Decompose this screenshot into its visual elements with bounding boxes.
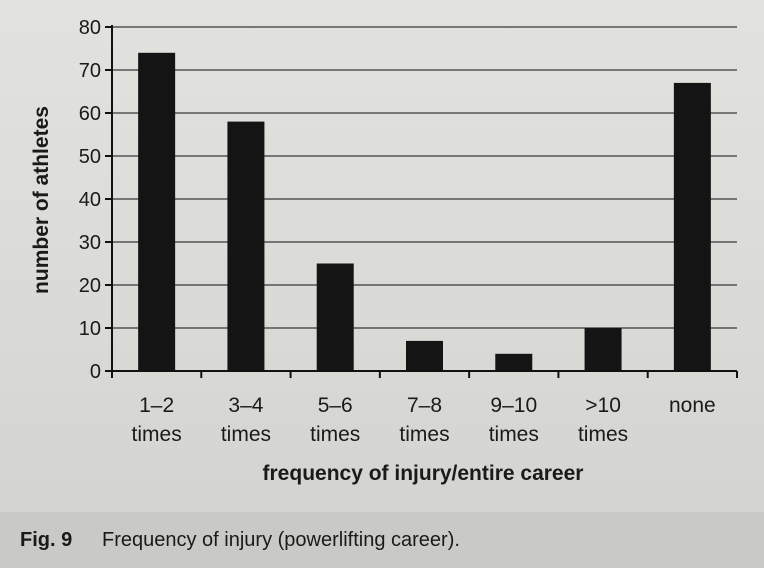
y-tick-label: 80 <box>79 17 101 39</box>
x-tick-label: 7–8 times <box>399 394 449 446</box>
y-tick-label: 10 <box>79 318 101 340</box>
bar <box>495 353 533 371</box>
y-tick-label: 40 <box>79 189 101 211</box>
x-axis-label: frequency of injury/entire career <box>263 462 584 485</box>
x-tick-label-line: times <box>221 423 271 446</box>
gridlines <box>112 26 737 329</box>
x-tick-label-line: times <box>132 423 182 446</box>
bar <box>406 340 443 371</box>
y-tick-label: 30 <box>79 232 101 254</box>
y-tick-label: 50 <box>79 146 101 168</box>
x-tick-label-line: times <box>489 423 539 446</box>
bars <box>138 52 711 372</box>
y-tick-label: 70 <box>79 60 101 82</box>
x-tick-label: 3–4 times <box>221 394 271 446</box>
figure-label: Fig. 9 <box>20 528 73 551</box>
x-tick-label-line: times <box>399 423 449 446</box>
bar <box>673 82 711 372</box>
x-tick-label: 5–6 times <box>310 394 360 446</box>
bar-chart: 0 10 20 30 40 50 60 70 80 1–2 times 3–4 times 5–6 tim… <box>30 17 738 485</box>
axes <box>105 25 738 378</box>
x-tick-label-line: 7–8 <box>407 394 442 417</box>
bar <box>138 52 176 372</box>
figure-caption-text: Frequency of injury (powerlifting career… <box>102 528 460 551</box>
y-tick-label: 0 <box>90 361 101 383</box>
x-tick-label-line: >10 <box>585 394 621 417</box>
x-tick-label-line: times <box>310 423 360 446</box>
y-axis-label: number of athletes <box>30 106 53 294</box>
x-tick-label: 9–10 times <box>489 394 539 446</box>
x-tick-label-line: times <box>578 423 628 446</box>
x-tick-label-line: 9–10 <box>490 394 537 417</box>
bar <box>584 328 622 371</box>
x-tick-label-line: 1–2 <box>139 394 174 417</box>
y-tick-label: 20 <box>79 275 101 297</box>
x-tick-labels: 1–2 times 3–4 times 5–6 times 7–8 times 9–10 time… <box>132 394 716 446</box>
bar <box>316 263 354 371</box>
figure-caption: Fig. 9 Frequency of injury (powerlifting… <box>0 512 764 568</box>
x-tick-label-line: 5–6 <box>318 394 353 417</box>
bar <box>227 121 265 371</box>
x-tick-label-line: none <box>669 394 716 417</box>
y-tick-label: 60 <box>79 103 101 125</box>
x-tick-label-line: 3–4 <box>228 394 263 417</box>
x-tick-label: 1–2 times <box>132 394 182 446</box>
x-tick-label: none <box>669 394 716 417</box>
x-tick-label: >10 times <box>578 394 628 446</box>
chart-container: 0 10 20 30 40 50 60 70 80 1–2 times 3–4 times 5–6 tim… <box>30 17 738 485</box>
y-tick-labels: 0 10 20 30 40 50 60 70 80 <box>79 17 101 383</box>
